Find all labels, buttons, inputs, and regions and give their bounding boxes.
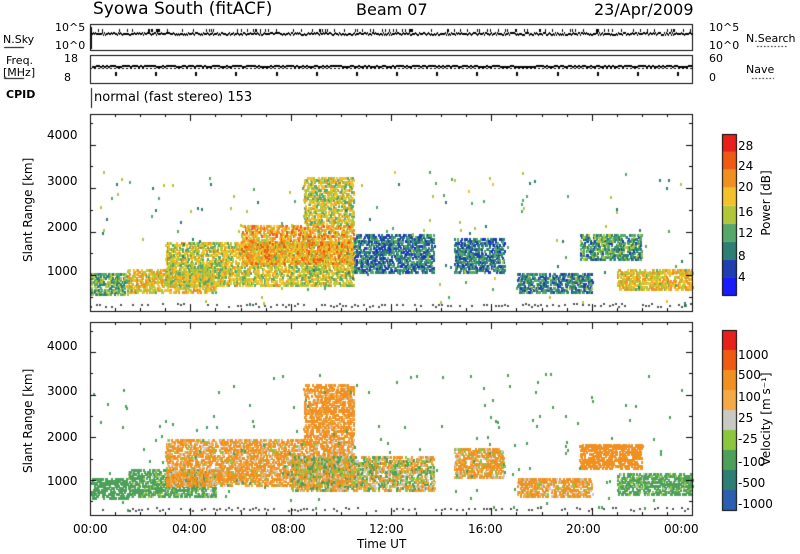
vel-cb-500: 500 <box>738 368 761 382</box>
vel-cb-minus25: -25 <box>738 432 758 446</box>
velocity-ytick-4000: 4000 <box>47 339 78 353</box>
beam-label: Beam 07 <box>356 0 428 19</box>
xtick-0800: 08:00 <box>271 522 306 536</box>
nsky-tick-bottom: 10^0 <box>55 39 86 52</box>
velocity-ylabel: Slant Range [km] <box>21 368 35 473</box>
nave-tick-top: 60 <box>709 52 723 65</box>
date-label: 23/Apr/2009 <box>594 0 694 19</box>
nsearch-tick-top: 10^5 <box>709 21 740 34</box>
nsky-label: N.Sky <box>3 33 35 46</box>
vel-cb-100: 100 <box>738 390 761 404</box>
velocity-ytick-1000: 1000 <box>47 474 78 488</box>
nsearch-tick-bottom: 10^0 <box>709 39 740 52</box>
vel-cb-1000: 1000 <box>738 348 769 362</box>
nsearch-label: N.Search <box>746 32 796 45</box>
xtick-2400: 00:00 <box>664 522 699 536</box>
vel-cb-minus100: -100 <box>738 455 766 469</box>
vel-cb-minus500: -500 <box>738 476 766 490</box>
power-cb-8: 8 <box>738 249 746 263</box>
xtick-0400: 04:00 <box>172 522 207 536</box>
velocity-ytick-2000: 2000 <box>47 430 78 444</box>
xtick-0000: 00:00 <box>73 522 108 536</box>
vel-cb-25: 25 <box>738 411 754 425</box>
cpid-label: CPID <box>6 88 36 101</box>
power-ytick-4000: 4000 <box>47 128 78 142</box>
power-ylabel: Slant Range [km] <box>21 157 35 262</box>
freq-label-1: Freq. <box>6 54 34 67</box>
power-cb-12: 12 <box>738 226 754 240</box>
vel-cb-label: Velocity [m s⁻¹] <box>759 372 773 466</box>
power-ytick-2000: 2000 <box>47 220 78 234</box>
xtick-1600: 16:00 <box>468 522 503 536</box>
power-ytick-1000: 1000 <box>47 264 78 278</box>
power-cb-20: 20 <box>738 180 754 194</box>
vel-cb-minus1000: -1000 <box>738 497 773 511</box>
freq-label-2: [MHz] <box>3 66 36 79</box>
power-cb-4: 4 <box>738 270 746 284</box>
power-cb-label: Power [dB] <box>759 170 773 236</box>
xtick-2000: 20:00 <box>566 522 601 536</box>
nsky-tick-top: 10^5 <box>55 21 86 34</box>
power-ytick-3000: 3000 <box>47 174 78 188</box>
nave-tick-bottom: 0 <box>709 71 716 84</box>
power-cb-16: 16 <box>738 205 754 219</box>
station-title: Syowa South (fitACF) <box>93 0 273 19</box>
xlabel: Time UT <box>357 537 407 551</box>
freq-tick-bottom: 8 <box>64 71 71 84</box>
xtick-1200: 12:00 <box>369 522 404 536</box>
freq-tick-top: 18 <box>64 52 78 65</box>
power-cb-28: 28 <box>738 139 754 153</box>
power-cb-24: 24 <box>738 159 754 173</box>
cpid-value: normal (fast stereo) 153 <box>94 90 253 105</box>
velocity-ytick-3000: 3000 <box>47 384 78 398</box>
nave-label: Nave <box>746 63 775 76</box>
